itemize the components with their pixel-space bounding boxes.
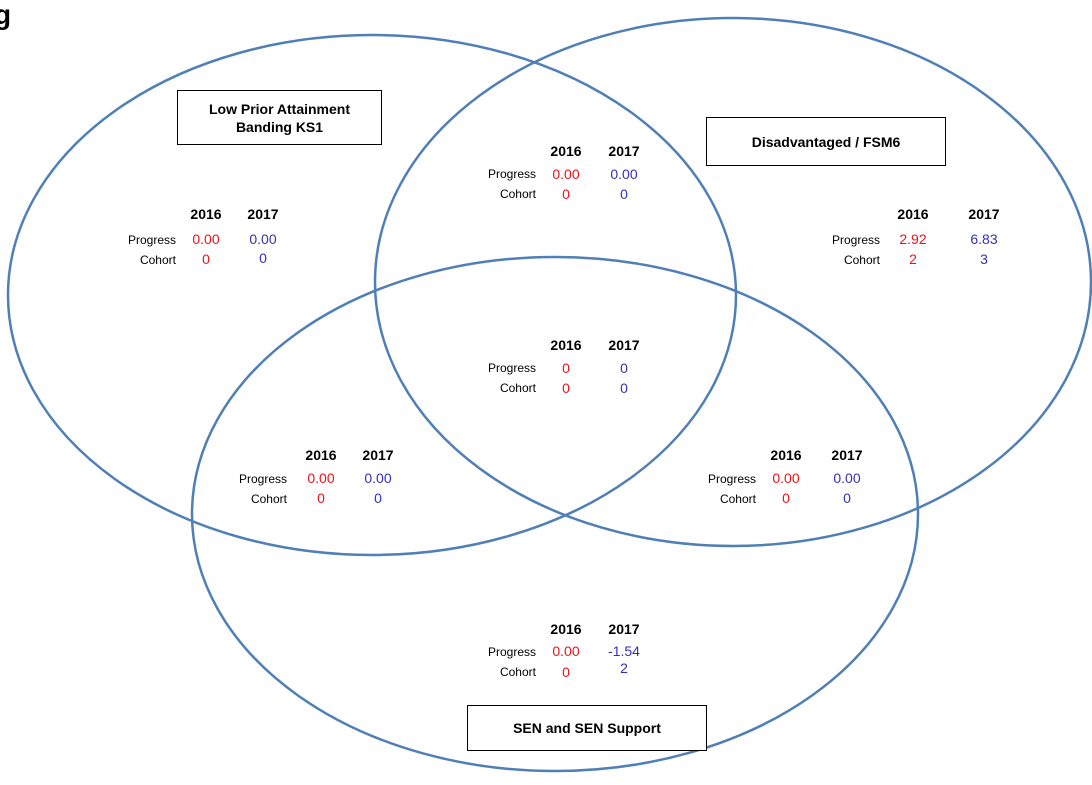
cohort-2016-value: 0 bbox=[782, 490, 790, 506]
label-sen-text: SEN and SEN Support bbox=[513, 720, 661, 736]
cohort-2016-value: 0 bbox=[562, 664, 570, 680]
progress-label: Progress bbox=[487, 167, 536, 181]
progress-2017-value: 0 bbox=[620, 360, 628, 376]
cohort-2016-value: 2 bbox=[909, 251, 917, 267]
label-sen: SEN and SEN Support bbox=[467, 705, 707, 751]
progress-2017-value: 0.00 bbox=[364, 470, 392, 486]
cohort-label: Cohort bbox=[499, 381, 536, 395]
progress-2016-value: 0.00 bbox=[552, 643, 580, 659]
cohort-2017-value: 3 bbox=[980, 251, 988, 267]
label-disadvantaged-text: Disadvantaged / FSM6 bbox=[751, 133, 901, 150]
progress-2016-value: 0.00 bbox=[307, 470, 335, 486]
progress-label: Progress bbox=[487, 645, 536, 659]
cohort-label: Cohort bbox=[250, 492, 287, 506]
label-low-prior-attainment-text: Low Prior Attainment Banding KS1 bbox=[208, 100, 351, 135]
cohort-label: Cohort bbox=[499, 187, 536, 201]
progress-2017-value: -1.54 bbox=[608, 643, 640, 659]
progress-2017-value: 0.00 bbox=[249, 231, 277, 247]
cohort-label: Cohort bbox=[499, 665, 536, 679]
progress-2016-value: 2.92 bbox=[899, 231, 927, 247]
year-2017-header: 2017 bbox=[608, 143, 640, 159]
year-2016-header: 2016 bbox=[305, 447, 337, 463]
year-2016-header: 2016 bbox=[770, 447, 802, 463]
cohort-2017-value: 0 bbox=[620, 186, 628, 202]
progress-2017-value: 0.00 bbox=[610, 166, 638, 182]
progress-2017-value: 0.00 bbox=[833, 470, 861, 486]
year-2016-header: 2016 bbox=[550, 621, 582, 637]
cohort-2016-value: 0 bbox=[562, 186, 570, 202]
year-2016-header: 2016 bbox=[550, 337, 582, 353]
year-2016-header: 2016 bbox=[190, 206, 222, 222]
year-2017-header: 2017 bbox=[247, 206, 279, 222]
progress-label: Progress bbox=[127, 233, 176, 247]
year-2017-header: 2017 bbox=[608, 337, 640, 353]
label-low-prior-attainment: Low Prior Attainment Banding KS1 bbox=[177, 90, 382, 145]
cohort-2017-value: 0 bbox=[843, 490, 851, 506]
heading-fragment: g bbox=[0, 0, 12, 30]
progress-2016-value: 0.00 bbox=[772, 470, 800, 486]
cohort-2016-value: 0 bbox=[202, 251, 210, 267]
progress-label: Progress bbox=[238, 472, 287, 486]
label-disadvantaged: Disadvantaged / FSM6 bbox=[706, 117, 946, 166]
progress-label: Progress bbox=[831, 233, 880, 247]
cohort-label: Cohort bbox=[139, 253, 176, 267]
year-2017-header: 2017 bbox=[608, 621, 640, 637]
year-2017-header: 2017 bbox=[831, 447, 863, 463]
year-2016-header: 2016 bbox=[550, 143, 582, 159]
progress-label: Progress bbox=[487, 361, 536, 375]
year-2016-header: 2016 bbox=[897, 206, 929, 222]
circle-disadvantaged bbox=[373, 16, 1092, 548]
cohort-label: Cohort bbox=[719, 492, 756, 506]
cohort-2017-value: 0 bbox=[259, 250, 267, 266]
progress-label: Progress bbox=[707, 472, 756, 486]
progress-2016-value: 0 bbox=[562, 360, 570, 376]
progress-2016-value: 0.00 bbox=[552, 166, 580, 182]
year-2017-header: 2017 bbox=[362, 447, 394, 463]
circle-sen bbox=[190, 255, 920, 773]
circle-low-prior-attainment bbox=[6, 33, 738, 557]
cohort-2017-value: 0 bbox=[620, 380, 628, 396]
cohort-2017-value: 0 bbox=[374, 490, 382, 506]
cohort-2016-value: 0 bbox=[317, 490, 325, 506]
cohort-2016-value: 0 bbox=[562, 380, 570, 396]
year-2017-header: 2017 bbox=[968, 206, 1000, 222]
cohort-label: Cohort bbox=[843, 253, 880, 267]
progress-2016-value: 0.00 bbox=[192, 231, 220, 247]
progress-2017-value: 6.83 bbox=[970, 231, 998, 247]
cohort-2017-value: 2 bbox=[620, 660, 628, 676]
